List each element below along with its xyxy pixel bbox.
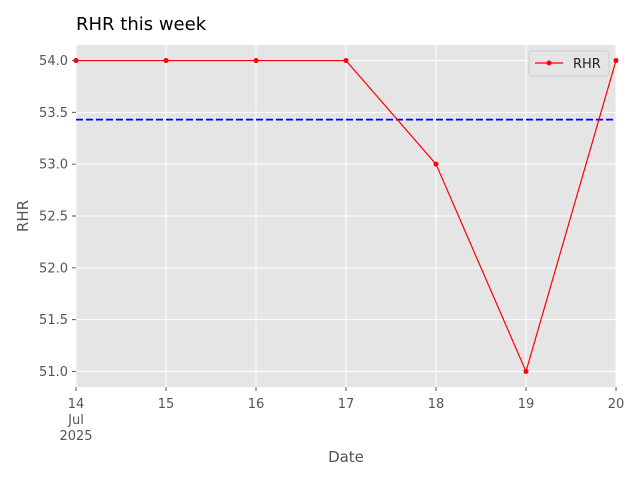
series-group bbox=[73, 58, 619, 374]
x-tick-label: 14 bbox=[68, 397, 85, 412]
x-tick-label: 16 bbox=[248, 397, 265, 412]
data-point bbox=[163, 58, 169, 64]
y-axis-ticks: 51.0 51.5 52.0 52.5 53.0 53.5 54.0 bbox=[39, 54, 76, 380]
x-tick-label: 19 bbox=[518, 397, 535, 412]
y-tick-label: 51.5 bbox=[39, 313, 68, 328]
x-tick-label: 20 bbox=[608, 397, 625, 412]
legend-label-rhr: RHR bbox=[573, 57, 601, 72]
data-point bbox=[613, 58, 619, 64]
x-axis-label: Date bbox=[328, 448, 364, 466]
y-tick-label: 52.5 bbox=[39, 210, 68, 225]
legend-box bbox=[528, 50, 610, 77]
data-point bbox=[433, 161, 439, 167]
y-tick-label: 53.5 bbox=[39, 106, 68, 121]
chart-title: RHR this week bbox=[76, 14, 207, 35]
x-tick-sublabel: 2025 bbox=[59, 429, 92, 444]
x-tick-label: 15 bbox=[158, 397, 175, 412]
legend-marker bbox=[546, 60, 552, 66]
y-tick-label: 52.0 bbox=[39, 261, 68, 276]
x-tick-sublabel: Jul bbox=[67, 413, 84, 428]
grid-lines bbox=[75, 45, 617, 387]
y-tick-label: 53.0 bbox=[39, 158, 68, 173]
x-tick-label: 17 bbox=[338, 397, 355, 412]
data-point bbox=[343, 58, 349, 64]
data-point bbox=[523, 368, 529, 374]
x-tick-label: 18 bbox=[428, 397, 445, 412]
y-tick-label: 51.0 bbox=[39, 365, 68, 380]
legend: RHR bbox=[528, 50, 610, 77]
y-axis-label: RHR bbox=[14, 200, 32, 232]
y-tick-label: 54.0 bbox=[39, 54, 68, 69]
data-point bbox=[253, 58, 259, 64]
